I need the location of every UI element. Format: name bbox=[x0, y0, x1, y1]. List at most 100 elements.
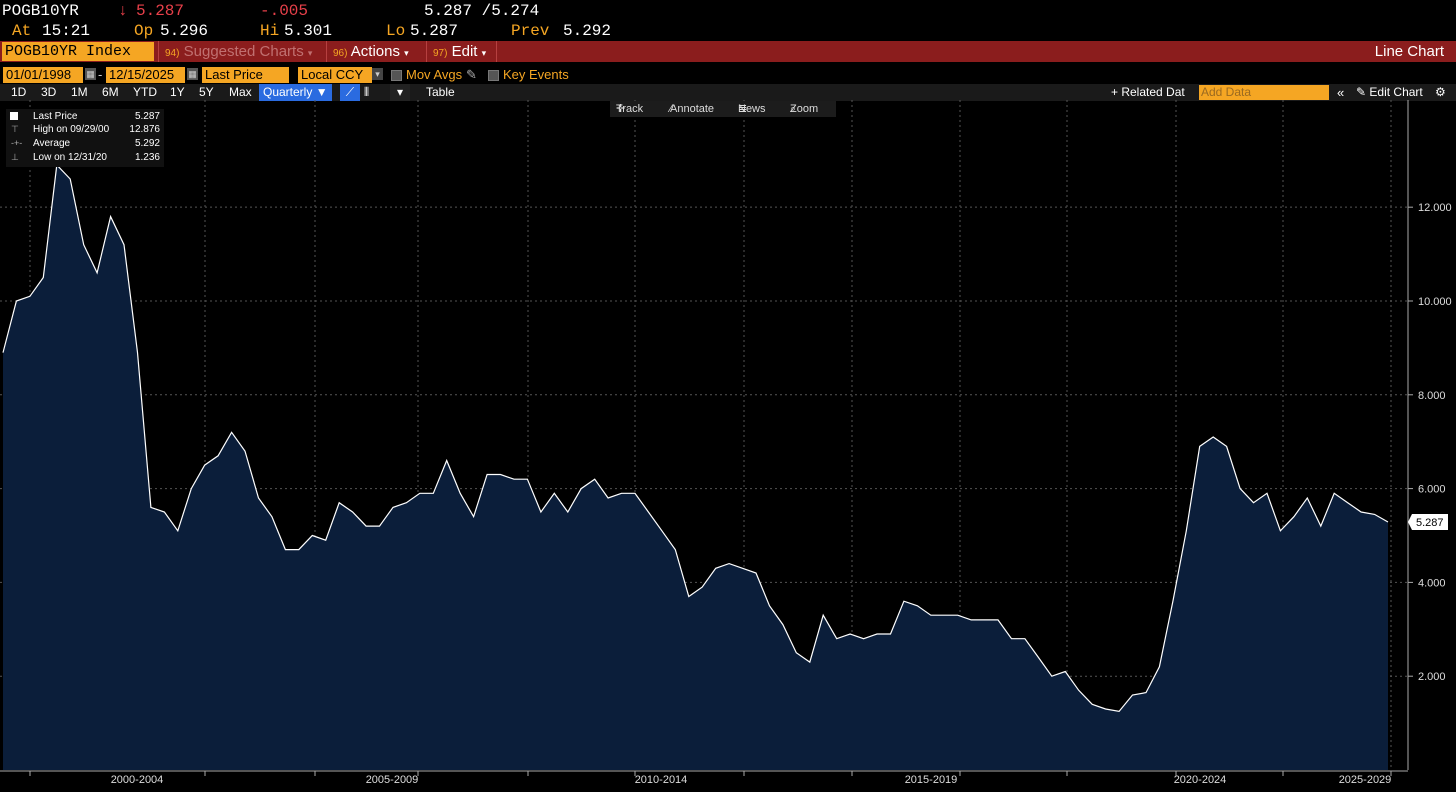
mov-avgs-label: Mov Avgs bbox=[406, 67, 463, 82]
edit-chart-button[interactable]: ✎ Edit Chart bbox=[1356, 85, 1423, 99]
range-5y[interactable]: 5Y bbox=[199, 85, 214, 99]
x-tick-label: 2025-2029 bbox=[1339, 774, 1392, 786]
y-tick-label: 2.000 bbox=[1418, 671, 1446, 683]
related-data-button[interactable]: + Related Dat bbox=[1111, 85, 1185, 99]
x-tick-label: 2015-2019 bbox=[905, 774, 958, 786]
quote-header: POGB10YR ↓ 5.287 -.005 5.287 /5.274 At 1… bbox=[0, 0, 1456, 40]
mov-avgs-checkbox[interactable] bbox=[391, 70, 402, 81]
menu-divider bbox=[496, 41, 498, 62]
x-axis: 2000-2004 2005-2009 2010-2014 2015-2019 2020… bbox=[0, 770, 1408, 786]
y-tick-label: 8.000 bbox=[1418, 390, 1446, 402]
dropdown-caret-icon: ▾ bbox=[307, 48, 313, 58]
dropdown-caret-icon: ▾ bbox=[481, 48, 487, 58]
y-tick-label: 6.000 bbox=[1418, 484, 1446, 496]
series-line bbox=[2, 163, 1389, 713]
crosshair-icon: ✛ bbox=[616, 103, 626, 115]
high-label: Hi bbox=[260, 22, 280, 40]
high-value: 5.301 bbox=[284, 22, 333, 40]
y-tick-label: 10.000 bbox=[1418, 296, 1452, 308]
currency-selector[interactable]: Local CCY bbox=[298, 67, 372, 83]
chart-tools: ✛ Track ∕ Annotate ≣ News ⌕ Zoom bbox=[610, 101, 836, 117]
edit-menu[interactable]: 97) Edit ▾ bbox=[426, 41, 486, 62]
end-date-field[interactable]: 12/15/2025 bbox=[106, 67, 185, 83]
legend-high-label: High on 09/29/00 bbox=[33, 124, 110, 135]
last-price-swatch bbox=[10, 112, 18, 120]
legend-last-label: Last Price bbox=[33, 111, 78, 122]
low-label: Lo bbox=[386, 22, 406, 40]
bid-ask: 5.287 /5.274 bbox=[424, 2, 540, 20]
field-selector[interactable]: Last Price bbox=[202, 67, 289, 83]
low-value: 5.287 bbox=[410, 22, 459, 40]
annotate-icon: ∕ bbox=[670, 103, 672, 115]
x-tick-label: 2005-2009 bbox=[366, 774, 419, 786]
x-tick-label: 2020-2024 bbox=[1174, 774, 1227, 786]
magnifier-icon: ⌕ bbox=[790, 103, 797, 115]
menu-bar: POGB10YR Index 94) Suggested Charts ▾ 96… bbox=[0, 41, 1456, 62]
average-marker-icon: -+- bbox=[11, 138, 23, 148]
down-arrow-icon: ↓ bbox=[118, 2, 128, 20]
time-value: 15:21 bbox=[42, 22, 91, 40]
chart-grid bbox=[0, 100, 1408, 770]
chart-type-label[interactable]: Line Chart bbox=[1374, 43, 1444, 60]
range-3d[interactable]: 3D bbox=[41, 85, 57, 99]
calendar-icon[interactable]: ▦ bbox=[85, 68, 96, 80]
chevron-down-icon[interactable]: ▾ bbox=[390, 84, 410, 101]
date-separator: - bbox=[98, 67, 103, 82]
range-max[interactable]: Max bbox=[229, 85, 252, 99]
news-icon: ≣ bbox=[738, 103, 748, 115]
suggested-charts-menu[interactable]: 94) Suggested Charts ▾ bbox=[158, 41, 312, 62]
gear-icon[interactable]: ⚙ bbox=[1435, 85, 1446, 99]
last-value-box bbox=[1408, 514, 1448, 531]
range-1y[interactable]: 1Y bbox=[170, 85, 185, 99]
range-ytd[interactable]: YTD bbox=[133, 85, 157, 99]
legend-low-value: 1.236 bbox=[134, 152, 160, 163]
chevron-down-icon[interactable]: ▾ bbox=[372, 68, 383, 80]
last-value-label: 5.287 bbox=[1416, 517, 1444, 529]
low-marker-icon: ⊥ bbox=[11, 152, 19, 162]
y-axis: 2.000 4.000 6.000 8.000 10.000 12.000 bbox=[1407, 100, 1452, 770]
table-button[interactable]: Table bbox=[426, 85, 455, 99]
key-events-label: Key Events bbox=[503, 67, 569, 82]
range-6m[interactable]: 6M bbox=[102, 85, 119, 99]
legend-high-value: 12.876 bbox=[129, 124, 160, 135]
y-tick-label: 4.000 bbox=[1418, 577, 1446, 589]
legend-average-label: Average bbox=[33, 138, 71, 149]
add-data-input[interactable]: Add Data bbox=[1199, 85, 1329, 100]
chart-legend: Last Price 5.287 ⊤ High on 09/29/00 12.8… bbox=[6, 109, 164, 167]
start-date-field[interactable]: 01/01/1998 bbox=[3, 67, 83, 83]
collapse-icon[interactable]: « bbox=[1337, 85, 1345, 100]
last-price: 5.287 bbox=[136, 2, 185, 20]
open-value: 5.296 bbox=[160, 22, 209, 40]
last-value-tag: 5.287 bbox=[1408, 514, 1448, 531]
high-marker-icon: ⊤ bbox=[11, 124, 19, 134]
open-label: Op bbox=[134, 22, 154, 40]
x-tick-label: 2000-2004 bbox=[111, 774, 164, 786]
legend-average-value: 5.292 bbox=[134, 138, 160, 149]
x-tick-label: 2010-2014 bbox=[635, 774, 688, 786]
y-tick-label: 12.000 bbox=[1418, 202, 1452, 214]
range-1m[interactable]: 1M bbox=[71, 85, 88, 99]
price-chart[interactable]: 2.000 4.000 6.000 8.000 10.000 12.000 2000-20… bbox=[0, 100, 1456, 792]
dropdown-caret-icon: ▾ bbox=[404, 48, 409, 58]
series-area bbox=[3, 165, 1388, 770]
candlestick-icon[interactable]: ⫴ bbox=[364, 85, 370, 99]
pencil-icon[interactable]: ✎ bbox=[466, 67, 477, 82]
time-label: At bbox=[12, 22, 32, 40]
prev-label: Prev bbox=[511, 22, 550, 40]
frequency-selector[interactable]: Quarterly ▼ bbox=[259, 84, 332, 101]
options-bar: 01/01/1998 ▦ - 12/15/2025 ▦ Last Price L… bbox=[0, 66, 1456, 84]
calendar-icon[interactable]: ▦ bbox=[187, 68, 198, 80]
range-1d[interactable]: 1D bbox=[11, 85, 27, 99]
key-events-checkbox[interactable] bbox=[488, 70, 499, 81]
line-chart-icon[interactable]: ⟋ bbox=[340, 84, 360, 101]
prev-value: 5.292 bbox=[563, 22, 612, 40]
security-field[interactable]: POGB10YR Index bbox=[2, 42, 154, 61]
dropdown-caret-icon: ▼ bbox=[315, 85, 328, 99]
ticker-symbol: POGB10YR bbox=[2, 2, 79, 20]
pencil-icon: ✎ bbox=[1356, 85, 1367, 99]
legend-last-value: 5.287 bbox=[134, 111, 160, 122]
actions-menu[interactable]: 96) Actions ▾ bbox=[326, 41, 409, 62]
legend-low-label: Low on 12/31/20 bbox=[33, 152, 107, 163]
range-bar: 1D 3D 1M 6M YTD 1Y 5Y Max Quarterly ▼ ⟋ … bbox=[0, 84, 1456, 101]
net-change: -.005 bbox=[260, 2, 309, 20]
